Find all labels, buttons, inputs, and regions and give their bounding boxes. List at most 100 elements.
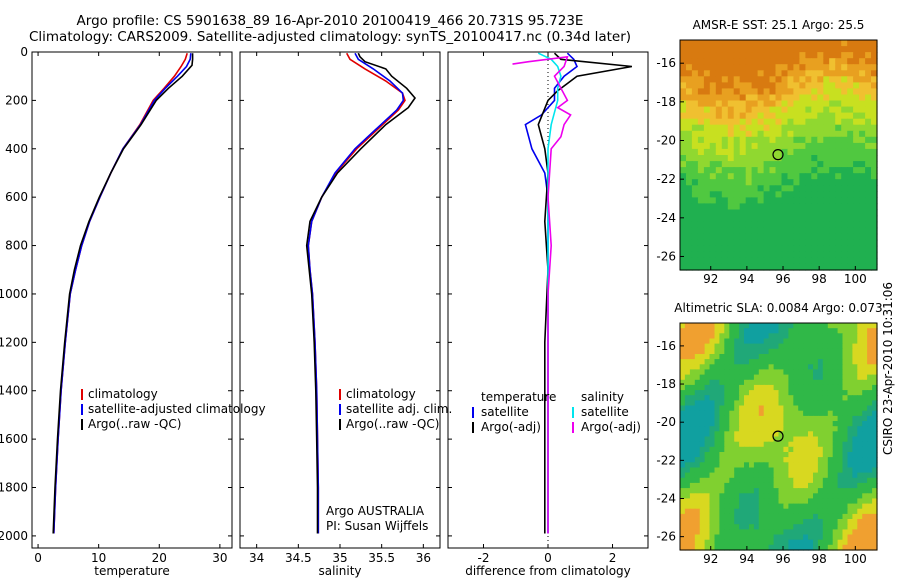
map-cell — [817, 539, 824, 546]
map-cell — [827, 524, 834, 530]
map-cell — [739, 203, 747, 211]
map-cell — [745, 215, 753, 223]
map-cell — [691, 112, 699, 120]
map-cell — [689, 519, 696, 525]
map-cell — [727, 197, 735, 205]
map-cell — [837, 477, 844, 484]
map-cell — [739, 498, 745, 505]
map-cell — [822, 359, 829, 365]
map-cell — [857, 513, 863, 520]
map-cell — [817, 173, 824, 180]
map-cell — [709, 503, 715, 510]
argo-location-marker — [772, 430, 784, 442]
map-cell — [817, 88, 824, 96]
map-cell — [817, 421, 824, 427]
map-cell — [781, 209, 789, 217]
map-cell — [749, 348, 755, 355]
map-cell — [729, 354, 735, 360]
map-cell — [832, 477, 839, 484]
map-cell — [841, 191, 848, 198]
map-cell — [704, 498, 711, 505]
map-cell — [727, 64, 735, 71]
series-line — [53, 53, 192, 534]
map-cell — [715, 112, 723, 120]
map-cell — [811, 82, 818, 90]
map-cell — [793, 106, 800, 114]
map-cell — [727, 257, 735, 265]
map-cell — [689, 472, 696, 479]
map-cell — [689, 359, 696, 365]
map-cell — [867, 421, 873, 427]
map-cell — [823, 179, 830, 186]
map-cell — [853, 124, 860, 132]
map-cell — [862, 333, 868, 340]
map-cell — [769, 136, 777, 144]
map-cell — [808, 354, 814, 360]
map-cell — [729, 513, 735, 520]
map-cell — [793, 239, 800, 247]
map-cell — [841, 88, 848, 96]
map-cell — [697, 124, 705, 132]
map-cell — [739, 539, 745, 546]
map-cell — [793, 405, 799, 412]
map-cell — [709, 390, 715, 396]
map-cell — [775, 203, 783, 211]
map-cell — [703, 88, 711, 96]
map-cell — [781, 100, 789, 108]
map-cell — [719, 493, 725, 500]
map-cell — [769, 46, 777, 53]
map-cell — [865, 148, 872, 156]
x-tick-label: 0 — [544, 551, 552, 565]
map-cell — [733, 155, 741, 162]
map-cell — [689, 508, 696, 515]
map-cell — [719, 477, 725, 484]
map-cell — [724, 524, 730, 530]
map-cell — [724, 431, 730, 438]
map-cell — [734, 508, 740, 515]
map-cell — [751, 82, 759, 90]
map-cell — [841, 227, 848, 235]
map-cell — [799, 227, 806, 235]
map-cell — [739, 457, 745, 463]
y-tick-label: 800 — [5, 239, 28, 253]
map-cell — [775, 233, 783, 241]
map-cell — [835, 263, 842, 271]
map-cell — [793, 333, 799, 340]
map-cell — [853, 148, 860, 156]
map-cell — [699, 415, 706, 422]
map-cell — [739, 112, 747, 120]
map-cell — [727, 221, 735, 229]
map-cell — [691, 215, 699, 223]
map-cell — [808, 333, 814, 340]
map-cell — [867, 519, 873, 525]
map-cell — [811, 88, 818, 96]
map-cell — [714, 498, 720, 505]
map-cell — [753, 426, 760, 432]
map-cell — [769, 112, 777, 120]
map-cell — [753, 482, 760, 489]
map-cell — [704, 513, 711, 520]
map-cell — [697, 148, 705, 156]
map-cell — [691, 263, 699, 271]
map-cell — [822, 421, 829, 427]
map-cell — [739, 400, 745, 407]
map-cell — [734, 452, 740, 458]
map-cell — [842, 477, 848, 484]
map-cell — [768, 400, 775, 407]
map-cell — [811, 245, 818, 253]
map-cell — [827, 374, 834, 381]
map-cell — [703, 155, 711, 162]
map-cell — [823, 227, 830, 235]
map-cell — [745, 106, 753, 114]
map-cell — [822, 364, 829, 371]
map-cell — [835, 161, 842, 168]
map-cell — [734, 446, 740, 453]
map-cell — [763, 221, 771, 229]
map-cell — [805, 155, 812, 162]
map-cell — [684, 446, 691, 453]
map-cell — [686, 124, 693, 132]
map-cell — [709, 338, 715, 345]
map-cell — [803, 379, 809, 386]
map-cell — [829, 221, 836, 229]
